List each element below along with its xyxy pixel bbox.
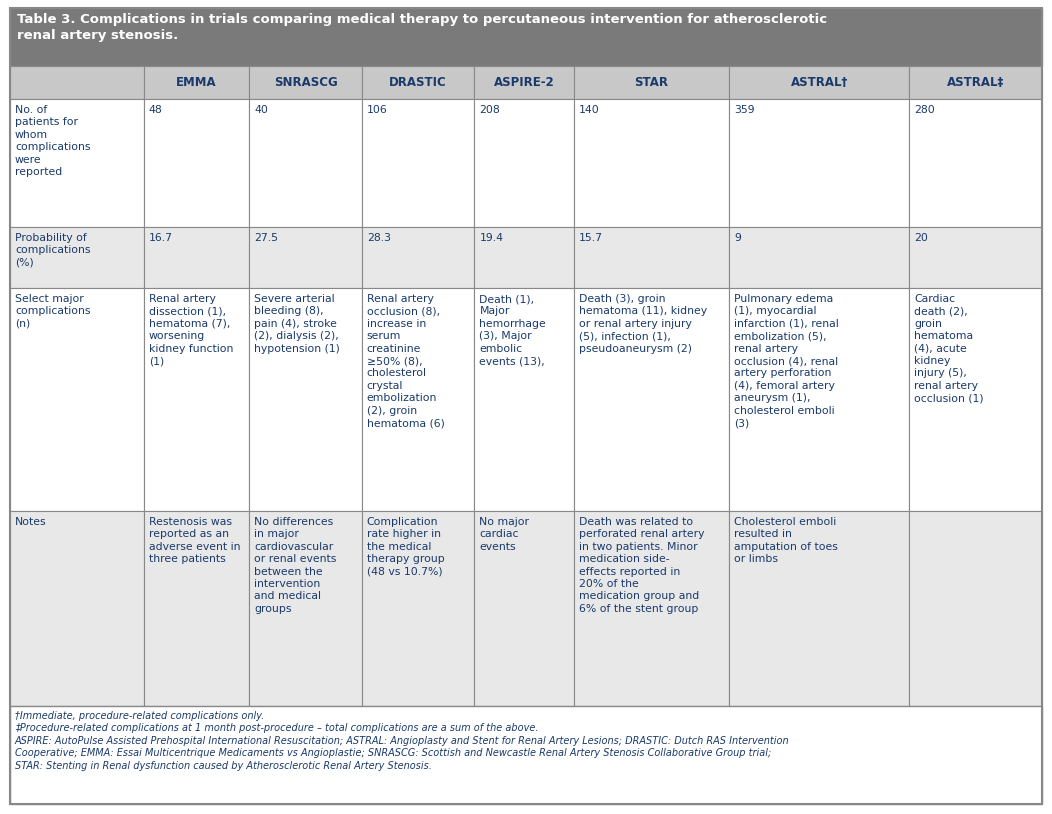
Bar: [11, 99, 144, 227]
Text: Pulmonary edema
(1), myocardial
infarction (1), renal
embolization (5),
renal ar: Pulmonary edema (1), myocardial infarcti…: [734, 294, 838, 428]
Text: 20: 20: [914, 233, 928, 243]
Text: Death (1),
Major
hemorrhage
(3), Major
embolic
events (13),: Death (1), Major hemorrhage (3), Major e…: [480, 294, 546, 366]
Bar: [11, 8, 1041, 66]
Bar: [144, 66, 249, 99]
Bar: [910, 511, 1041, 706]
Text: 16.7: 16.7: [148, 233, 173, 243]
Bar: [144, 288, 249, 511]
Text: Renal artery
dissection (1),
hematoma (7),
worsening
kidney function
(1): Renal artery dissection (1), hematoma (7…: [148, 294, 234, 366]
Text: STAR: STAR: [634, 76, 668, 89]
Bar: [474, 66, 574, 99]
Bar: [362, 288, 474, 511]
Text: Select major
complications
(n): Select major complications (n): [15, 294, 90, 329]
Text: 15.7: 15.7: [579, 233, 603, 243]
Text: Death (3), groin
hematoma (11), kidney
or renal artery injury
(5), infection (1): Death (3), groin hematoma (11), kidney o…: [579, 294, 707, 353]
Bar: [249, 66, 362, 99]
Text: Cardiac
death (2),
groin
hematoma
(4), acute
kidney
injury (5),
renal artery
occ: Cardiac death (2), groin hematoma (4), a…: [914, 294, 984, 403]
Text: 28.3: 28.3: [367, 233, 391, 243]
Bar: [474, 511, 574, 706]
Text: 280: 280: [914, 105, 935, 115]
Bar: [11, 511, 144, 706]
Bar: [729, 227, 910, 288]
Bar: [11, 288, 144, 511]
Bar: [11, 706, 1041, 804]
Text: SNRASCG: SNRASCG: [274, 76, 338, 89]
Bar: [11, 227, 144, 288]
Bar: [249, 99, 362, 227]
Bar: [249, 227, 362, 288]
Bar: [574, 288, 729, 511]
Text: Severe arterial
bleeding (8),
pain (4), stroke
(2), dialysis (2),
hypotension (1: Severe arterial bleeding (8), pain (4), …: [255, 294, 340, 353]
Bar: [574, 99, 729, 227]
Bar: [249, 511, 362, 706]
Text: 40: 40: [255, 105, 268, 115]
Bar: [11, 66, 144, 99]
Bar: [249, 288, 362, 511]
Text: †Immediate, procedure-related complications only.
‡Procedure-related complicatio: †Immediate, procedure-related complicati…: [15, 711, 790, 771]
Bar: [910, 66, 1041, 99]
Text: EMMA: EMMA: [176, 76, 217, 89]
Text: Table 3. Complications in trials comparing medical therapy to percutaneous inter: Table 3. Complications in trials compari…: [17, 13, 827, 42]
Bar: [362, 227, 474, 288]
Text: 208: 208: [480, 105, 500, 115]
Bar: [910, 288, 1041, 511]
Bar: [362, 511, 474, 706]
Text: 9: 9: [734, 233, 741, 243]
Text: 106: 106: [367, 105, 387, 115]
Bar: [144, 227, 249, 288]
Text: ASTRAL‡: ASTRAL‡: [947, 76, 1005, 89]
Text: 19.4: 19.4: [480, 233, 504, 243]
Bar: [729, 99, 910, 227]
Text: Complication
rate higher in
the medical
therapy group
(48 vs 10.7%): Complication rate higher in the medical …: [367, 517, 445, 576]
Bar: [474, 288, 574, 511]
Bar: [729, 288, 910, 511]
Text: Restenosis was
reported as an
adverse event in
three patients: Restenosis was reported as an adverse ev…: [148, 517, 240, 564]
Bar: [574, 66, 729, 99]
Bar: [144, 99, 249, 227]
Text: Notes: Notes: [15, 517, 46, 527]
Text: DRASTIC: DRASTIC: [389, 76, 447, 89]
Bar: [574, 227, 729, 288]
Text: No. of
patients for
whom
complications
were
reported: No. of patients for whom complications w…: [15, 105, 90, 177]
Text: ASPIRE-2: ASPIRE-2: [493, 76, 554, 89]
Text: ASTRAL†: ASTRAL†: [790, 76, 848, 89]
Text: 359: 359: [734, 105, 754, 115]
Text: 48: 48: [148, 105, 162, 115]
Text: Death was related to
perforated renal artery
in two patients. Minor
medication s: Death was related to perforated renal ar…: [579, 517, 705, 614]
Bar: [729, 511, 910, 706]
Bar: [144, 511, 249, 706]
Text: Cholesterol emboli
resulted in
amputation of toes
or limbs: Cholesterol emboli resulted in amputatio…: [734, 517, 837, 564]
Text: 27.5: 27.5: [255, 233, 278, 243]
Bar: [729, 66, 910, 99]
Text: No differences
in major
cardiovascular
or renal events
between the
intervention
: No differences in major cardiovascular o…: [255, 517, 337, 614]
Bar: [910, 99, 1041, 227]
Text: Renal artery
occlusion (8),
increase in
serum
creatinine
≥50% (8),
cholesterol
c: Renal artery occlusion (8), increase in …: [367, 294, 445, 428]
Bar: [474, 227, 574, 288]
Bar: [362, 66, 474, 99]
Bar: [910, 227, 1041, 288]
Bar: [362, 99, 474, 227]
Text: Probability of
complications
(%): Probability of complications (%): [15, 233, 90, 268]
Text: 140: 140: [579, 105, 600, 115]
Text: No major
cardiac
events: No major cardiac events: [480, 517, 529, 552]
Bar: [574, 511, 729, 706]
Bar: [474, 99, 574, 227]
